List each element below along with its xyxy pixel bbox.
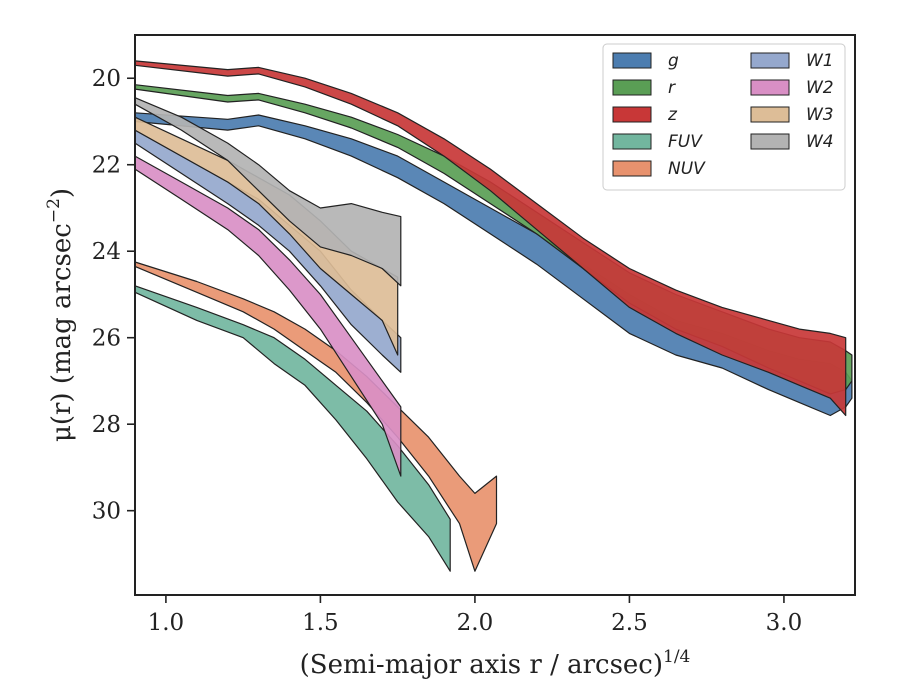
x-axis: 1.0 1.5 2.0 2.5 3.0 xyxy=(148,595,803,636)
y-axis-label-close: ) xyxy=(47,188,77,198)
legend-swatch-g xyxy=(612,52,652,69)
legend-label-NUV: NUV xyxy=(668,159,706,179)
y-tick-label: 28 xyxy=(92,412,121,438)
legend-label-W3: W3 xyxy=(806,105,834,125)
band-g xyxy=(134,112,853,417)
y-tick-label: 26 xyxy=(92,326,121,352)
band-z xyxy=(134,60,847,417)
y-axis-label: μ(r) (mag arcsec−2) xyxy=(44,188,77,442)
x-tick-label: 2.5 xyxy=(611,610,648,636)
x-tick-label: 2.0 xyxy=(457,610,494,636)
legend: grz FUV NUV W1 W2 W3 W4 xyxy=(602,43,846,191)
y-axis-label-text: μ(r) (mag arcsec xyxy=(47,223,77,442)
y-axis: 20 22 24 26 28 30 xyxy=(92,66,135,525)
legend-swatch-FUV xyxy=(612,133,652,150)
band-W4 xyxy=(134,97,402,287)
legend-label-W2: W2 xyxy=(806,78,834,98)
y-axis-label-superscript: −2 xyxy=(44,198,64,223)
legend-label-FUV: FUV xyxy=(668,132,703,152)
band-W2 xyxy=(134,155,402,477)
x-axis-label: (Semi-major axis r / arcsec)1/4 xyxy=(300,647,691,680)
x-axis-label-superscript: 1/4 xyxy=(663,647,690,667)
legend-label-g: g xyxy=(668,51,679,71)
x-tick-label: 3.0 xyxy=(766,610,803,636)
legend-swatch-W1 xyxy=(750,52,790,69)
y-tick-label: 24 xyxy=(92,239,121,265)
legend-swatch-z xyxy=(612,106,652,123)
x-axis-label-text: (Semi-major axis r / arcsec) xyxy=(300,650,663,680)
legend-swatch-W2 xyxy=(750,79,790,96)
y-tick-label: 30 xyxy=(92,499,121,525)
legend-label-r: r xyxy=(668,78,676,98)
legend-swatch-r xyxy=(612,79,652,96)
band-NUV xyxy=(134,261,498,572)
bands-layer xyxy=(134,60,853,572)
plot-frame xyxy=(134,34,856,596)
legend-swatch-NUV xyxy=(612,160,652,177)
band-FUV xyxy=(134,285,451,572)
legend-label-z: z xyxy=(667,105,678,125)
y-tick-label: 20 xyxy=(92,66,121,92)
x-tick-label: 1.0 xyxy=(148,610,185,636)
legend-swatch-W3 xyxy=(750,106,790,123)
legend-swatch-W4 xyxy=(750,133,790,150)
legend-label-W4: W4 xyxy=(806,132,834,152)
legend-label-W1: W1 xyxy=(806,51,834,71)
y-tick-label: 22 xyxy=(92,153,121,179)
x-tick-label: 1.5 xyxy=(302,610,339,636)
